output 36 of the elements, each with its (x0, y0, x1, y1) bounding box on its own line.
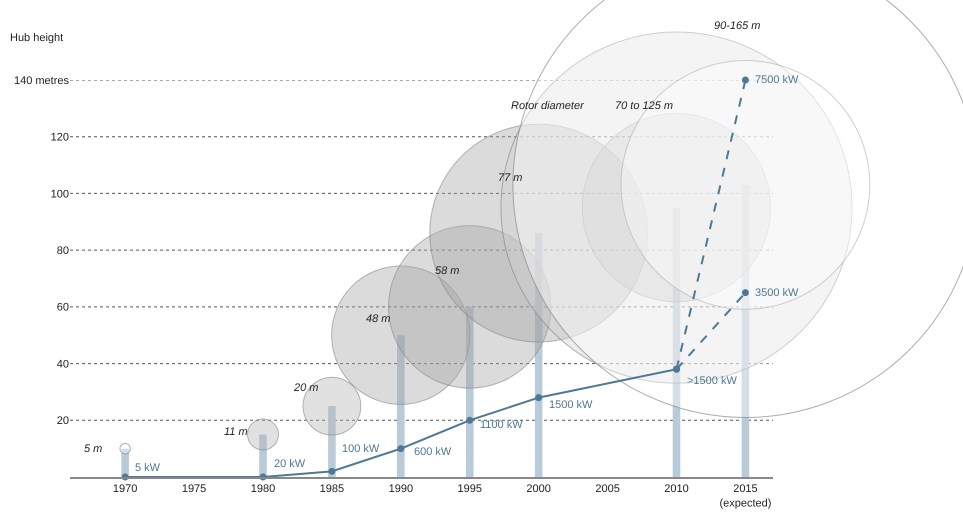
y-axis-title: Hub height (10, 32, 64, 44)
x-tick-label: 2010 (664, 483, 689, 496)
annotation: 600 kW (414, 446, 452, 458)
annotation: 77 m (498, 172, 522, 184)
annotation: 7500 kW (755, 74, 800, 86)
annotation: 100 kW (342, 443, 380, 455)
y-tick-label: 80 (56, 244, 69, 257)
annotation: Rotor diameter (511, 100, 586, 112)
annotation: 48 m (366, 313, 390, 325)
x-tick-label: 1975 (182, 483, 206, 496)
y-tick-label: 20 (56, 415, 69, 428)
annotation: 5 kW (135, 462, 161, 474)
annotation: 58 m (435, 265, 460, 277)
y-tick-label: 100 (50, 188, 69, 200)
text: 90-165 m (714, 20, 760, 32)
annotation: 20 m (293, 382, 318, 394)
y-tick-label: 140 metres (14, 74, 70, 87)
annotation: 3500 kW (755, 287, 800, 299)
x-tick-label: 1980 (250, 483, 276, 496)
annotation: 70 to 125 m (615, 100, 674, 112)
x-tick-label: 2015 (expected) (719, 483, 772, 510)
y-tick-label: 60 (56, 302, 69, 314)
y-tick-label: 40 (56, 358, 69, 370)
x-tick-label: 1970 (112, 483, 138, 496)
x-tick-label: 1990 (388, 483, 414, 496)
annotation: 11 m (224, 426, 248, 438)
x-tick-label: 1985 (320, 483, 344, 496)
annotation: 5 m (84, 443, 102, 455)
x-tick-label: 1995 (458, 483, 482, 496)
x-tick-label: 2000 (526, 483, 551, 496)
x-tick-label: 2005 (595, 483, 620, 496)
y-tick-label: 120 (50, 132, 69, 144)
annotation: 1100 kW (480, 419, 524, 431)
annotation: >1500 kW (687, 375, 738, 387)
annotation: 1500 kW (549, 399, 594, 411)
annotation: 20 kW (274, 458, 306, 470)
